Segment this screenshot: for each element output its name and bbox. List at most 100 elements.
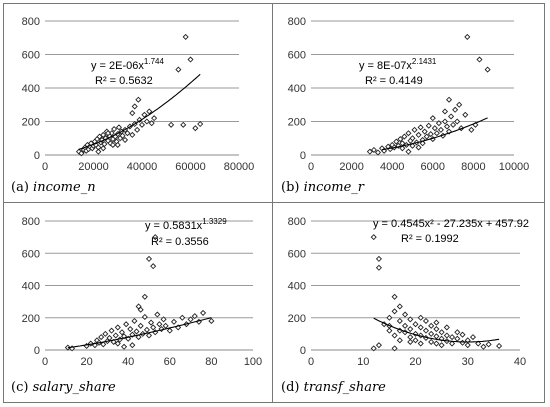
data-point-a-38 xyxy=(129,131,136,138)
data-point-b-20 xyxy=(415,131,422,138)
r-squared-c: R² = 0.3556 xyxy=(151,236,209,248)
caption-d-prefix: (d) xyxy=(281,380,300,395)
data-point-a-51 xyxy=(175,66,182,73)
data-point-c-21 xyxy=(127,326,134,333)
y-tick-label-b-4: 800 xyxy=(288,16,306,28)
trend-equation-exponent-c: 1.3329 xyxy=(202,217,227,226)
data-point-d-31 xyxy=(428,322,435,329)
data-point-d-52 xyxy=(496,342,503,350)
data-point-b-53 xyxy=(441,108,449,115)
caption-c-prefix: (c) xyxy=(11,380,29,395)
data-point-b-55 xyxy=(462,111,469,118)
data-point-c-44 xyxy=(187,316,194,323)
data-point-d-40 xyxy=(449,334,456,341)
data-point-d-38 xyxy=(443,332,450,339)
data-point-d-4 xyxy=(375,342,382,349)
data-point-a-49 xyxy=(135,96,142,103)
y-tick-label-c-4: 800 xyxy=(22,216,40,228)
x-tick-label-d-1: 10 xyxy=(357,356,369,368)
data-point-b-42 xyxy=(446,96,453,103)
data-point-d-41 xyxy=(449,340,456,347)
trend-equation-c: y = 0.5831x1.3329 xyxy=(145,217,227,232)
data-point-b-23 xyxy=(421,128,428,135)
data-point-c-42 xyxy=(179,314,186,321)
data-point-a-59 xyxy=(100,145,107,152)
data-point-d-22 xyxy=(412,337,419,344)
data-point-b-35 xyxy=(446,128,453,135)
y-tick-label-b-3: 600 xyxy=(288,50,306,62)
data-point-c-25 xyxy=(135,334,142,341)
panel-d: 0 200 400 600 800 0 10 20 30 40 y = 0.4545x² - 27.… xyxy=(273,203,542,402)
data-point-c-56 xyxy=(121,343,128,350)
x-tick-label-b-3: 6000 xyxy=(421,161,445,173)
data-point-c-9 xyxy=(102,330,109,337)
data-point-b-26 xyxy=(427,131,434,138)
data-point-a-40 xyxy=(134,126,141,133)
trend-line-b xyxy=(381,117,488,151)
data-point-d-46 xyxy=(464,342,471,349)
r-squared-d: R² = 0.1992 xyxy=(401,233,459,245)
y-tick-label-c-0: 0 xyxy=(34,345,40,357)
trend-line-c xyxy=(67,317,212,349)
data-point-d-43 xyxy=(454,329,461,336)
data-point-b-49 xyxy=(409,142,416,149)
trend-equation-base-c: y = 0.5831x xyxy=(145,220,203,232)
data-point-a-18 xyxy=(100,131,107,138)
caption-c-variable: salary_share xyxy=(32,380,116,395)
data-point-d-35 xyxy=(438,329,445,336)
scatter-chart-d: 0 200 400 600 800 0 10 20 30 40 y = 0.4545x² - 27.… xyxy=(288,216,529,368)
data-point-c-32 xyxy=(150,324,157,331)
data-point-b-13 xyxy=(401,133,408,140)
x-tick-label-c-4: 80 xyxy=(205,356,217,368)
data-point-d-49 xyxy=(475,340,482,347)
data-point-d-33 xyxy=(433,326,440,333)
trend-equation-b: y = 8E-07x2.1431 xyxy=(359,57,437,72)
data-point-d-7 xyxy=(386,327,393,334)
data-point-b-52 xyxy=(429,115,436,122)
y-tick-label-b-2: 400 xyxy=(288,83,306,95)
data-point-c-18 xyxy=(121,333,128,340)
y-tick-label-d-2: 400 xyxy=(288,281,306,293)
data-point-d-28 xyxy=(422,317,429,325)
data-point-d-21 xyxy=(412,321,419,328)
trend-line-d xyxy=(373,317,500,343)
data-point-d-26 xyxy=(422,327,429,334)
caption-b: (b) income_r xyxy=(281,180,364,195)
data-point-b-45 xyxy=(484,66,491,73)
data-point-c-36 xyxy=(158,326,165,333)
y-tick-label-d-3: 600 xyxy=(288,248,306,260)
x-tick-label-d-2: 20 xyxy=(409,356,421,368)
data-point-b-25 xyxy=(425,122,432,129)
data-point-a-0 xyxy=(75,148,82,155)
data-point-a-1 xyxy=(78,150,85,157)
data-point-d-30 xyxy=(428,338,435,345)
y-tick-label-d-0: 0 xyxy=(300,345,306,357)
data-point-b-2 xyxy=(374,149,382,156)
figure-border xyxy=(3,3,545,403)
data-point-a-36 xyxy=(124,130,131,137)
data-point-b-11 xyxy=(397,136,404,143)
data-point-d-17 xyxy=(407,326,414,333)
caption-c: (c) salary_share xyxy=(11,380,116,395)
caption-a-variable: income_n xyxy=(33,180,96,195)
data-point-b-38 xyxy=(452,106,459,113)
data-point-d-8 xyxy=(391,308,398,315)
y-tick-label-c-3: 600 xyxy=(22,248,40,260)
data-point-b-48 xyxy=(399,145,406,152)
data-point-b-10 xyxy=(395,142,402,149)
r-squared-b: R² = 0.4149 xyxy=(365,75,423,87)
data-point-c-40 xyxy=(170,318,177,325)
data-point-d-36 xyxy=(438,335,445,342)
data-point-d-1 xyxy=(375,255,382,262)
panel-a: 0 200 400 600 800 0 20000 40000 60000 80000 y = 2E… xyxy=(3,3,272,202)
data-point-c-51 xyxy=(150,263,157,270)
data-point-b-44 xyxy=(476,56,483,63)
data-point-a-63 xyxy=(114,141,121,148)
data-point-d-47 xyxy=(464,337,471,344)
figure-divider-vertical xyxy=(272,3,273,403)
data-point-c-37 xyxy=(160,316,167,323)
data-point-c-45 xyxy=(191,313,198,320)
data-point-b-40 xyxy=(456,101,463,108)
data-point-d-37 xyxy=(438,342,445,349)
data-point-b-0 xyxy=(366,148,373,155)
